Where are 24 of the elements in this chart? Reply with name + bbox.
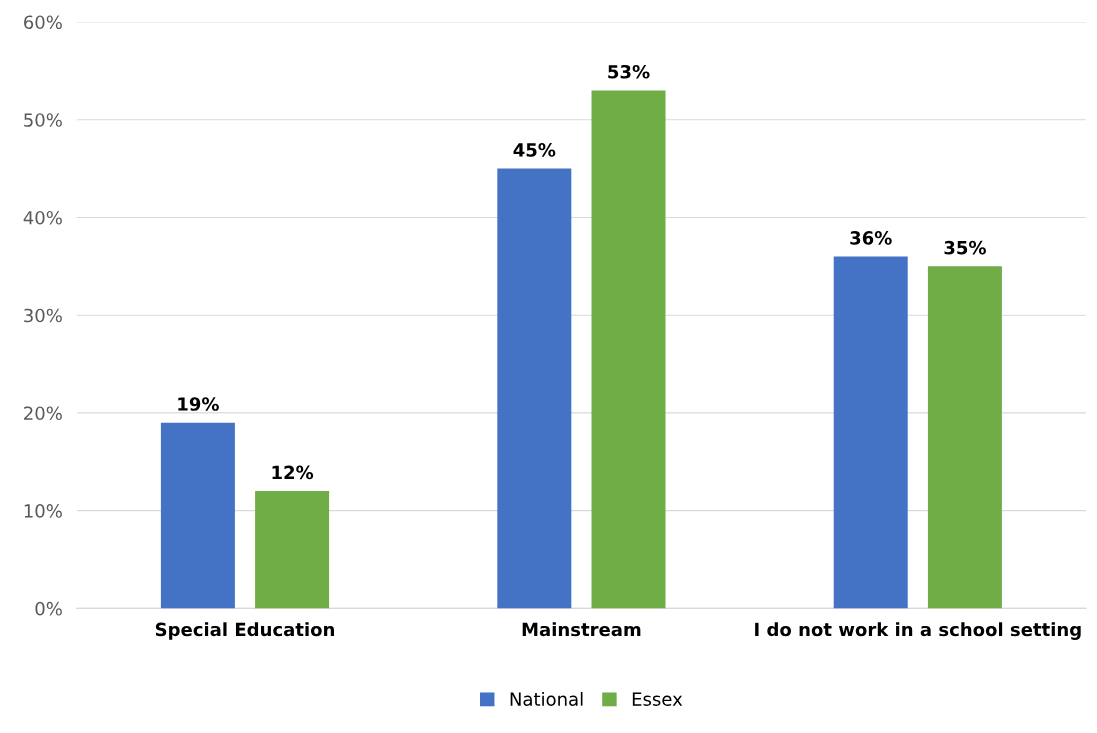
y-tick-label: 50% <box>24 113 62 127</box>
data-label: 53% <box>608 64 650 79</box>
data-label: 35% <box>944 240 986 255</box>
bar <box>591 90 666 609</box>
x-tick-label: Special Education <box>155 622 334 640</box>
y-tick-label: 60% <box>24 15 62 30</box>
y-tick-label: 0% <box>35 601 62 616</box>
y-tick-label: 10% <box>24 504 62 518</box>
bar <box>833 256 908 609</box>
data-label: 36% <box>850 231 892 245</box>
y-tick-label: 20% <box>24 406 62 421</box>
bar <box>160 422 235 609</box>
legend-label: National <box>510 691 583 706</box>
data-label: 19% <box>178 397 219 411</box>
y-tick-label: 40% <box>23 210 62 225</box>
data-label: 12% <box>272 465 314 480</box>
bar <box>497 168 572 609</box>
y-tick-label: 30% <box>24 308 62 323</box>
legend-label: Essex <box>632 692 683 706</box>
bar <box>927 266 1002 609</box>
data-label: 45% <box>513 143 556 157</box>
bar <box>255 491 330 609</box>
x-tick-label: Mainstream <box>522 622 641 637</box>
x-tick-label: I do not work in a school setting <box>755 622 1081 640</box>
